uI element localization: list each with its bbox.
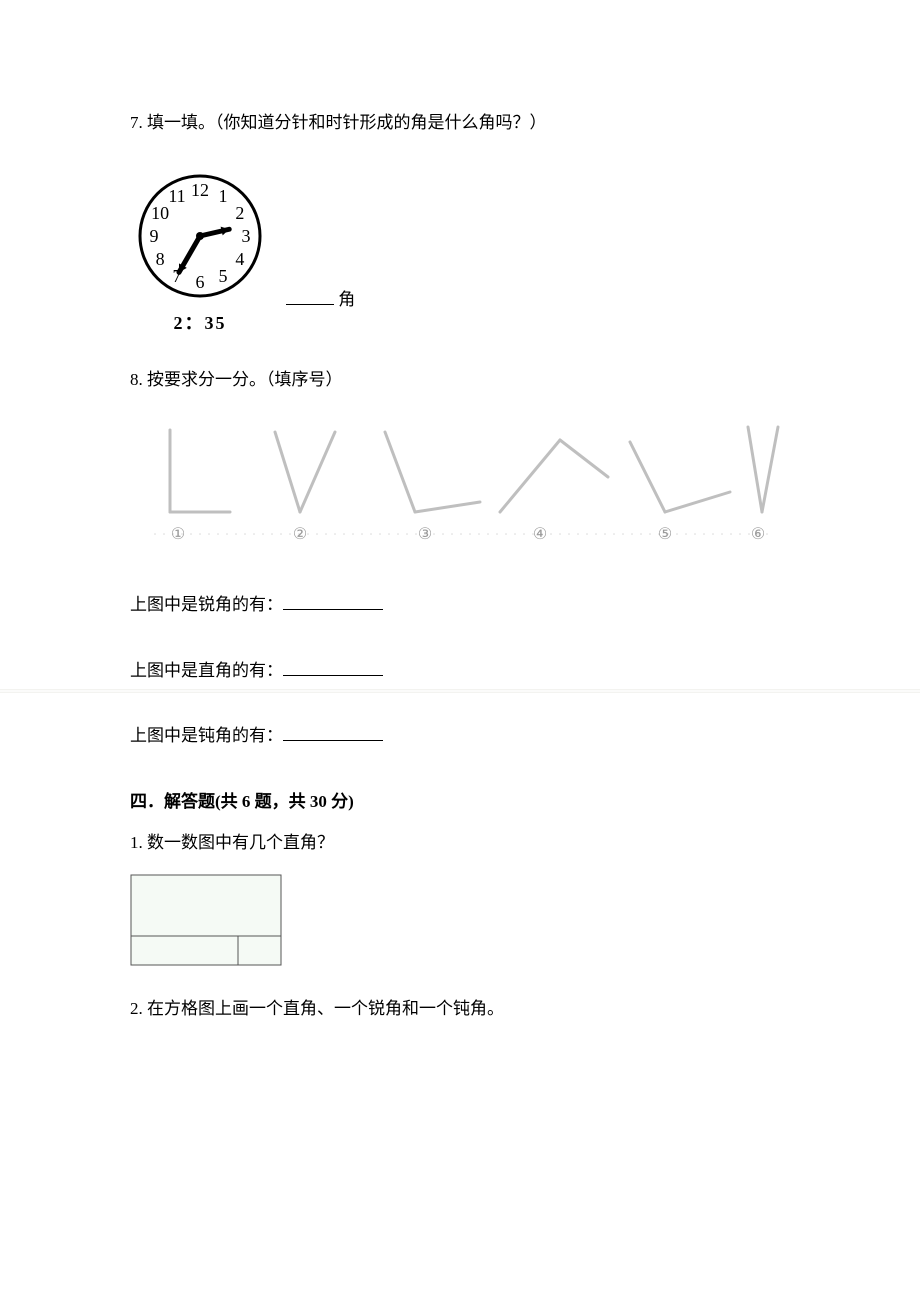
svg-text:⑥: ⑥ <box>751 526 765 543</box>
q7-text: 填一填。（你知道分针和时针形成的角是什么角吗？） <box>147 113 547 132</box>
q8-fill-line: 上图中是锐角的有： <box>130 592 790 618</box>
q8-line-prefix: 上图中是钝角的有： <box>130 726 283 745</box>
svg-text:2: 2 <box>235 203 244 223</box>
rectangles-diagram <box>130 874 282 966</box>
q8-fill-line: 上图中是钝角的有： <box>130 723 790 749</box>
svg-text:6: 6 <box>196 272 205 292</box>
worksheet-page: 7. 填一填。（你知道分针和时针形成的角是什么角吗？） 121234567891… <box>0 0 920 1302</box>
q7-blank-group: 角 <box>286 287 355 313</box>
s4q1-number: 1. <box>130 833 143 852</box>
angles-diagram: ① ② ③ ④ ⑤ ⑥ <box>130 412 780 552</box>
svg-text:④: ④ <box>533 526 547 543</box>
q8-line-prefix: 上图中是直角的有： <box>130 661 283 680</box>
s4q2-number: 2. <box>130 999 143 1018</box>
svg-text:8: 8 <box>156 249 165 269</box>
q8-fill-lines: 上图中是锐角的有： 上图中是直角的有： 上图中是钝角的有： <box>130 592 790 749</box>
q8-answer-blank[interactable] <box>283 592 383 610</box>
q8-fill-line: 上图中是直角的有： <box>130 658 790 684</box>
svg-text:4: 4 <box>235 249 244 269</box>
svg-text:11: 11 <box>168 186 185 206</box>
q7-clock-row: 121234567891011 2：35 角 <box>130 166 790 337</box>
clock-wrap: 121234567891011 2：35 <box>130 166 270 337</box>
svg-text:5: 5 <box>219 265 228 285</box>
q7-answer-blank[interactable] <box>286 287 334 305</box>
section-4-title: 四．解答题(共 6 题，共 30 分) <box>130 789 790 815</box>
q8-answer-blank[interactable] <box>283 723 383 741</box>
svg-text:①: ① <box>171 526 185 543</box>
section4-q1: 1. 数一数图中有几个直角？ <box>130 830 790 966</box>
svg-text:③: ③ <box>418 526 432 543</box>
svg-text:10: 10 <box>151 203 169 223</box>
clock-face-icon: 121234567891011 <box>130 166 270 306</box>
q8-line-prefix: 上图中是锐角的有： <box>130 595 283 614</box>
question-7: 7. 填一填。（你知道分针和时针形成的角是什么角吗？） 121234567891… <box>130 110 790 337</box>
q8-number: 8. <box>130 370 143 389</box>
clock-time-label: 2：35 <box>174 310 227 337</box>
q7-blank-suffix: 角 <box>338 290 355 309</box>
svg-text:9: 9 <box>150 226 159 246</box>
q7-number: 7. <box>130 113 143 132</box>
page-divider <box>0 689 920 693</box>
section4-q2: 2. 在方格图上画一个直角、一个锐角和一个钝角。 <box>130 996 790 1022</box>
svg-text:②: ② <box>293 526 307 543</box>
q8-text: 按要求分一分。（填序号） <box>147 370 343 389</box>
s4q1-text: 数一数图中有几个直角？ <box>147 833 334 852</box>
svg-text:⑤: ⑤ <box>658 526 672 543</box>
q8-answer-blank[interactable] <box>283 658 383 676</box>
svg-text:3: 3 <box>242 226 251 246</box>
s4q2-text: 在方格图上画一个直角、一个锐角和一个钝角。 <box>147 999 504 1018</box>
svg-text:1: 1 <box>219 186 228 206</box>
svg-text:12: 12 <box>191 180 209 200</box>
